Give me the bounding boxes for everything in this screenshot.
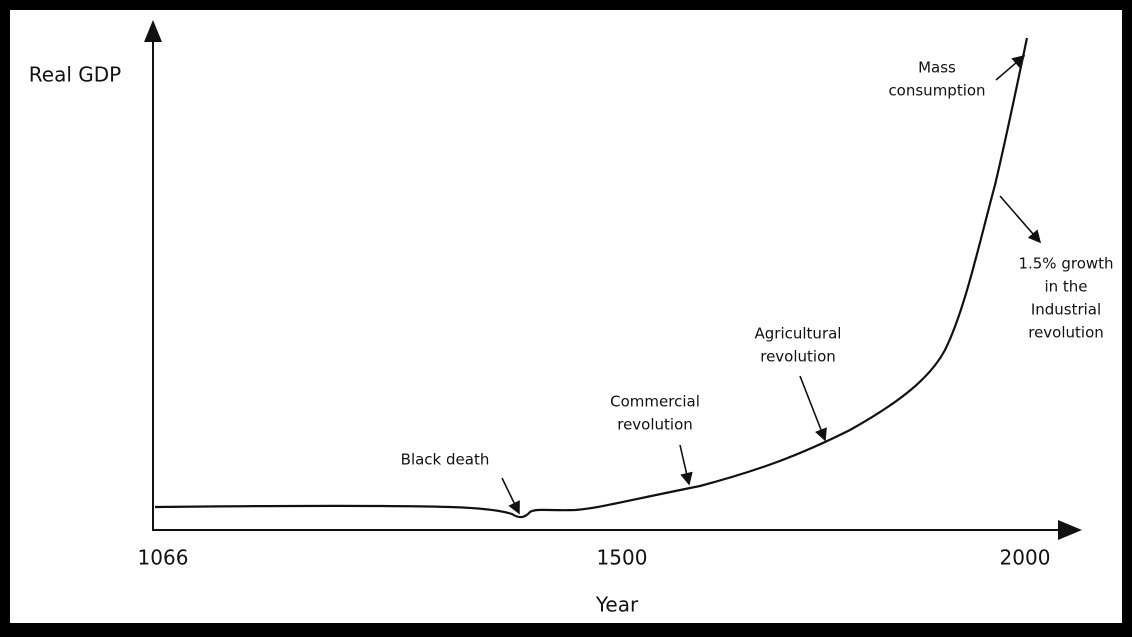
panel	[10, 10, 1122, 623]
annotations: Black death Commercial revolution Agricultu…	[401, 59, 1114, 469]
x-tick-label: 1500	[597, 546, 648, 570]
annotation-text: revolution	[760, 348, 836, 366]
annotation-arrow	[799, 375, 827, 442]
y-axis-arrow	[144, 20, 162, 42]
y-axis-label: Real GDP	[29, 63, 121, 87]
annotation-text: Black death	[401, 451, 490, 469]
annotation-text: consumption	[888, 82, 985, 100]
annotation-text: Mass	[918, 59, 956, 77]
annotation-arrow	[679, 444, 693, 486]
annotation-text: revolution	[617, 416, 693, 434]
x-tick-label: 1066	[138, 546, 189, 570]
annotation-text: Industrial	[1031, 301, 1101, 319]
annotation-text: 1.5% growth	[1018, 255, 1113, 273]
annotation-arrow	[999, 195, 1042, 244]
annotation-text: in the	[1044, 278, 1087, 296]
x-axis-label: Year	[595, 593, 639, 617]
gdp-curve	[154, 37, 1029, 519]
x-tick-label: 2000	[1000, 546, 1051, 570]
annotation-text: Commercial	[610, 393, 700, 411]
x-axis-arrow	[1058, 520, 1082, 540]
annotation-arrow	[501, 477, 520, 515]
annotation-text: Agricultural	[755, 325, 842, 343]
annotation-text: revolution	[1028, 324, 1104, 342]
annotation-arrow	[995, 54, 1026, 81]
